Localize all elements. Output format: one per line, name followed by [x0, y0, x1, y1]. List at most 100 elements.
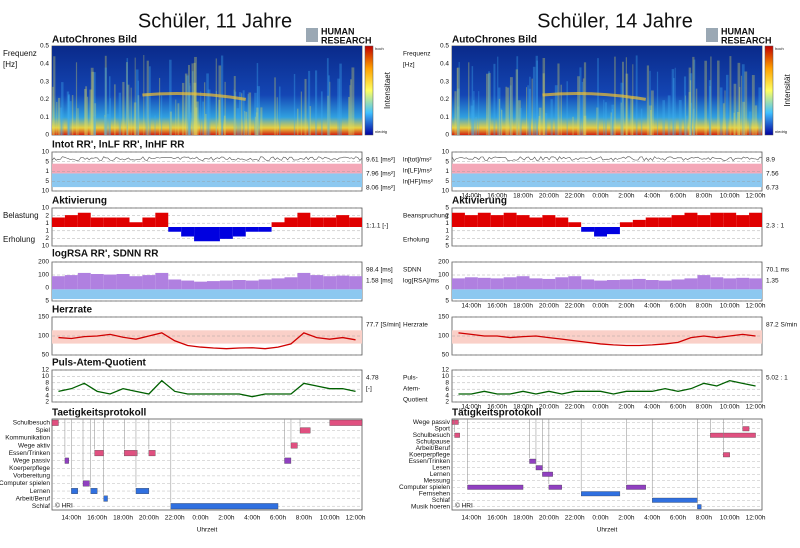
value-text: 7.96 [ms²]	[366, 171, 395, 178]
colorbar-low: niedrig	[775, 129, 787, 134]
activity-block	[299, 427, 311, 434]
y-tick-label: 10	[442, 188, 450, 195]
spectrogram-streak	[260, 107, 263, 135]
activation-bar	[116, 217, 130, 227]
spectrogram	[52, 46, 362, 135]
activation-bar	[529, 217, 543, 227]
y-tick-label: 1	[45, 228, 49, 235]
logo-mark	[706, 28, 718, 42]
spectrogram-streak	[351, 67, 355, 135]
x-tick-label: 4:00h	[644, 515, 661, 522]
value-text: 1.35	[766, 278, 779, 285]
spectrogram-streak	[86, 96, 89, 135]
x-axis-label: Uhrzeit	[597, 527, 618, 534]
spectrogram-streak	[572, 116, 574, 135]
spectrogram-streak	[603, 99, 605, 135]
value-text: 8.06 [ms²]	[366, 185, 395, 192]
spectrogram-streak	[53, 56, 56, 135]
sdnn-bar	[168, 279, 182, 290]
panel-label: AutoChrones Bild	[52, 35, 137, 46]
y-tick-label: 10	[42, 205, 50, 212]
spectrogram-streak	[635, 55, 638, 135]
x-tick-label: 22:00h	[565, 303, 585, 310]
y-tick-label: 10	[442, 149, 450, 156]
panel-label: Aktivierung	[52, 196, 107, 207]
rsa-band	[52, 289, 362, 300]
spectrogram-streak	[478, 91, 480, 135]
spectrogram-streak	[103, 117, 107, 135]
y-tick-label: 4	[45, 392, 49, 399]
sdnn-bar	[658, 280, 672, 290]
plot-frame	[451, 418, 763, 511]
category-label: Wege aktiv	[18, 442, 51, 449]
activation-bar	[258, 227, 272, 232]
spectrogram-streak	[293, 74, 296, 135]
activation-bar	[464, 215, 478, 227]
panel	[51, 316, 363, 356]
x-tick-label: 4:00h	[644, 303, 661, 310]
sdnn-bar	[297, 272, 311, 290]
sdnn-bar	[284, 277, 298, 290]
activity-block	[652, 497, 698, 503]
title: Schüler, 11 Jahre	[138, 10, 292, 32]
activation-bar	[310, 217, 324, 227]
spectrogram-streak	[69, 101, 72, 135]
x-tick-label: 20:00h	[539, 515, 559, 522]
category-label: Sport	[434, 425, 450, 432]
x-tick-label: 2:00h	[618, 193, 635, 200]
x-tick-label: 18:00h	[513, 404, 533, 411]
y-tick-label: 2	[445, 212, 449, 219]
x-tick-label: 4:00h	[644, 404, 661, 411]
panel-label: Aktivierung	[452, 196, 507, 207]
side-label: ln[tot]/ms²	[403, 157, 432, 164]
sdnn-bar	[116, 274, 130, 290]
x-tick-label: 22:00h	[565, 515, 585, 522]
sdnn-bar	[542, 278, 556, 290]
copyright: © HRI	[455, 502, 473, 510]
spectrogram-streak	[67, 95, 70, 135]
spectrogram-streak	[169, 59, 172, 135]
y-tick-label: 0.3	[40, 78, 49, 85]
plot-frame	[451, 369, 763, 403]
side-label: ln[HF]/ms²	[403, 179, 434, 186]
y-tick-label: 100	[438, 333, 449, 340]
category-label: Fernsehen	[419, 490, 450, 497]
y-tick-label: 0	[45, 285, 49, 292]
spectrogram-streak	[188, 112, 192, 135]
activation-bar	[207, 227, 220, 242]
y-tick-label: 8	[445, 380, 449, 387]
spectrogram-streak	[577, 76, 580, 135]
panel	[51, 151, 363, 192]
lf-band	[52, 163, 362, 174]
x-tick-label: 10:00h	[320, 515, 340, 522]
spectrogram-streak	[175, 99, 177, 135]
y-tick-label: 5	[445, 205, 449, 212]
spectrogram-streak	[221, 96, 223, 135]
spectrogram-streak	[557, 63, 560, 136]
side-label: SDNN	[403, 267, 422, 274]
y-tick-label: 6	[45, 386, 49, 393]
category-label: Arbeit/Beruf	[16, 495, 51, 502]
spectrogram-streak	[516, 56, 519, 135]
sdnn-bar	[349, 276, 362, 290]
side-label: Quotient	[403, 397, 428, 404]
spectrogram-streak	[93, 72, 96, 135]
spectrogram-streak	[515, 69, 519, 135]
spectrogram-streak	[742, 101, 745, 135]
spectrogram-streak	[560, 84, 562, 135]
spectrogram-streak	[274, 77, 276, 135]
hf-band	[452, 173, 762, 188]
sdnn-bar	[155, 272, 169, 290]
heart-rate-line	[58, 332, 356, 350]
activity-block	[581, 491, 621, 497]
spectrogram-streak	[733, 112, 735, 135]
activation-bar	[181, 227, 195, 237]
spectrogram-streak	[542, 73, 545, 135]
y-tick-label: 1	[445, 220, 449, 227]
spectrogram-streak	[611, 104, 615, 135]
category-label: Lesen	[432, 464, 450, 471]
x-tick-label: 8:00h	[696, 193, 713, 200]
spectrogram-streak	[475, 116, 478, 135]
x-tick-label: 10:00h	[720, 303, 740, 310]
